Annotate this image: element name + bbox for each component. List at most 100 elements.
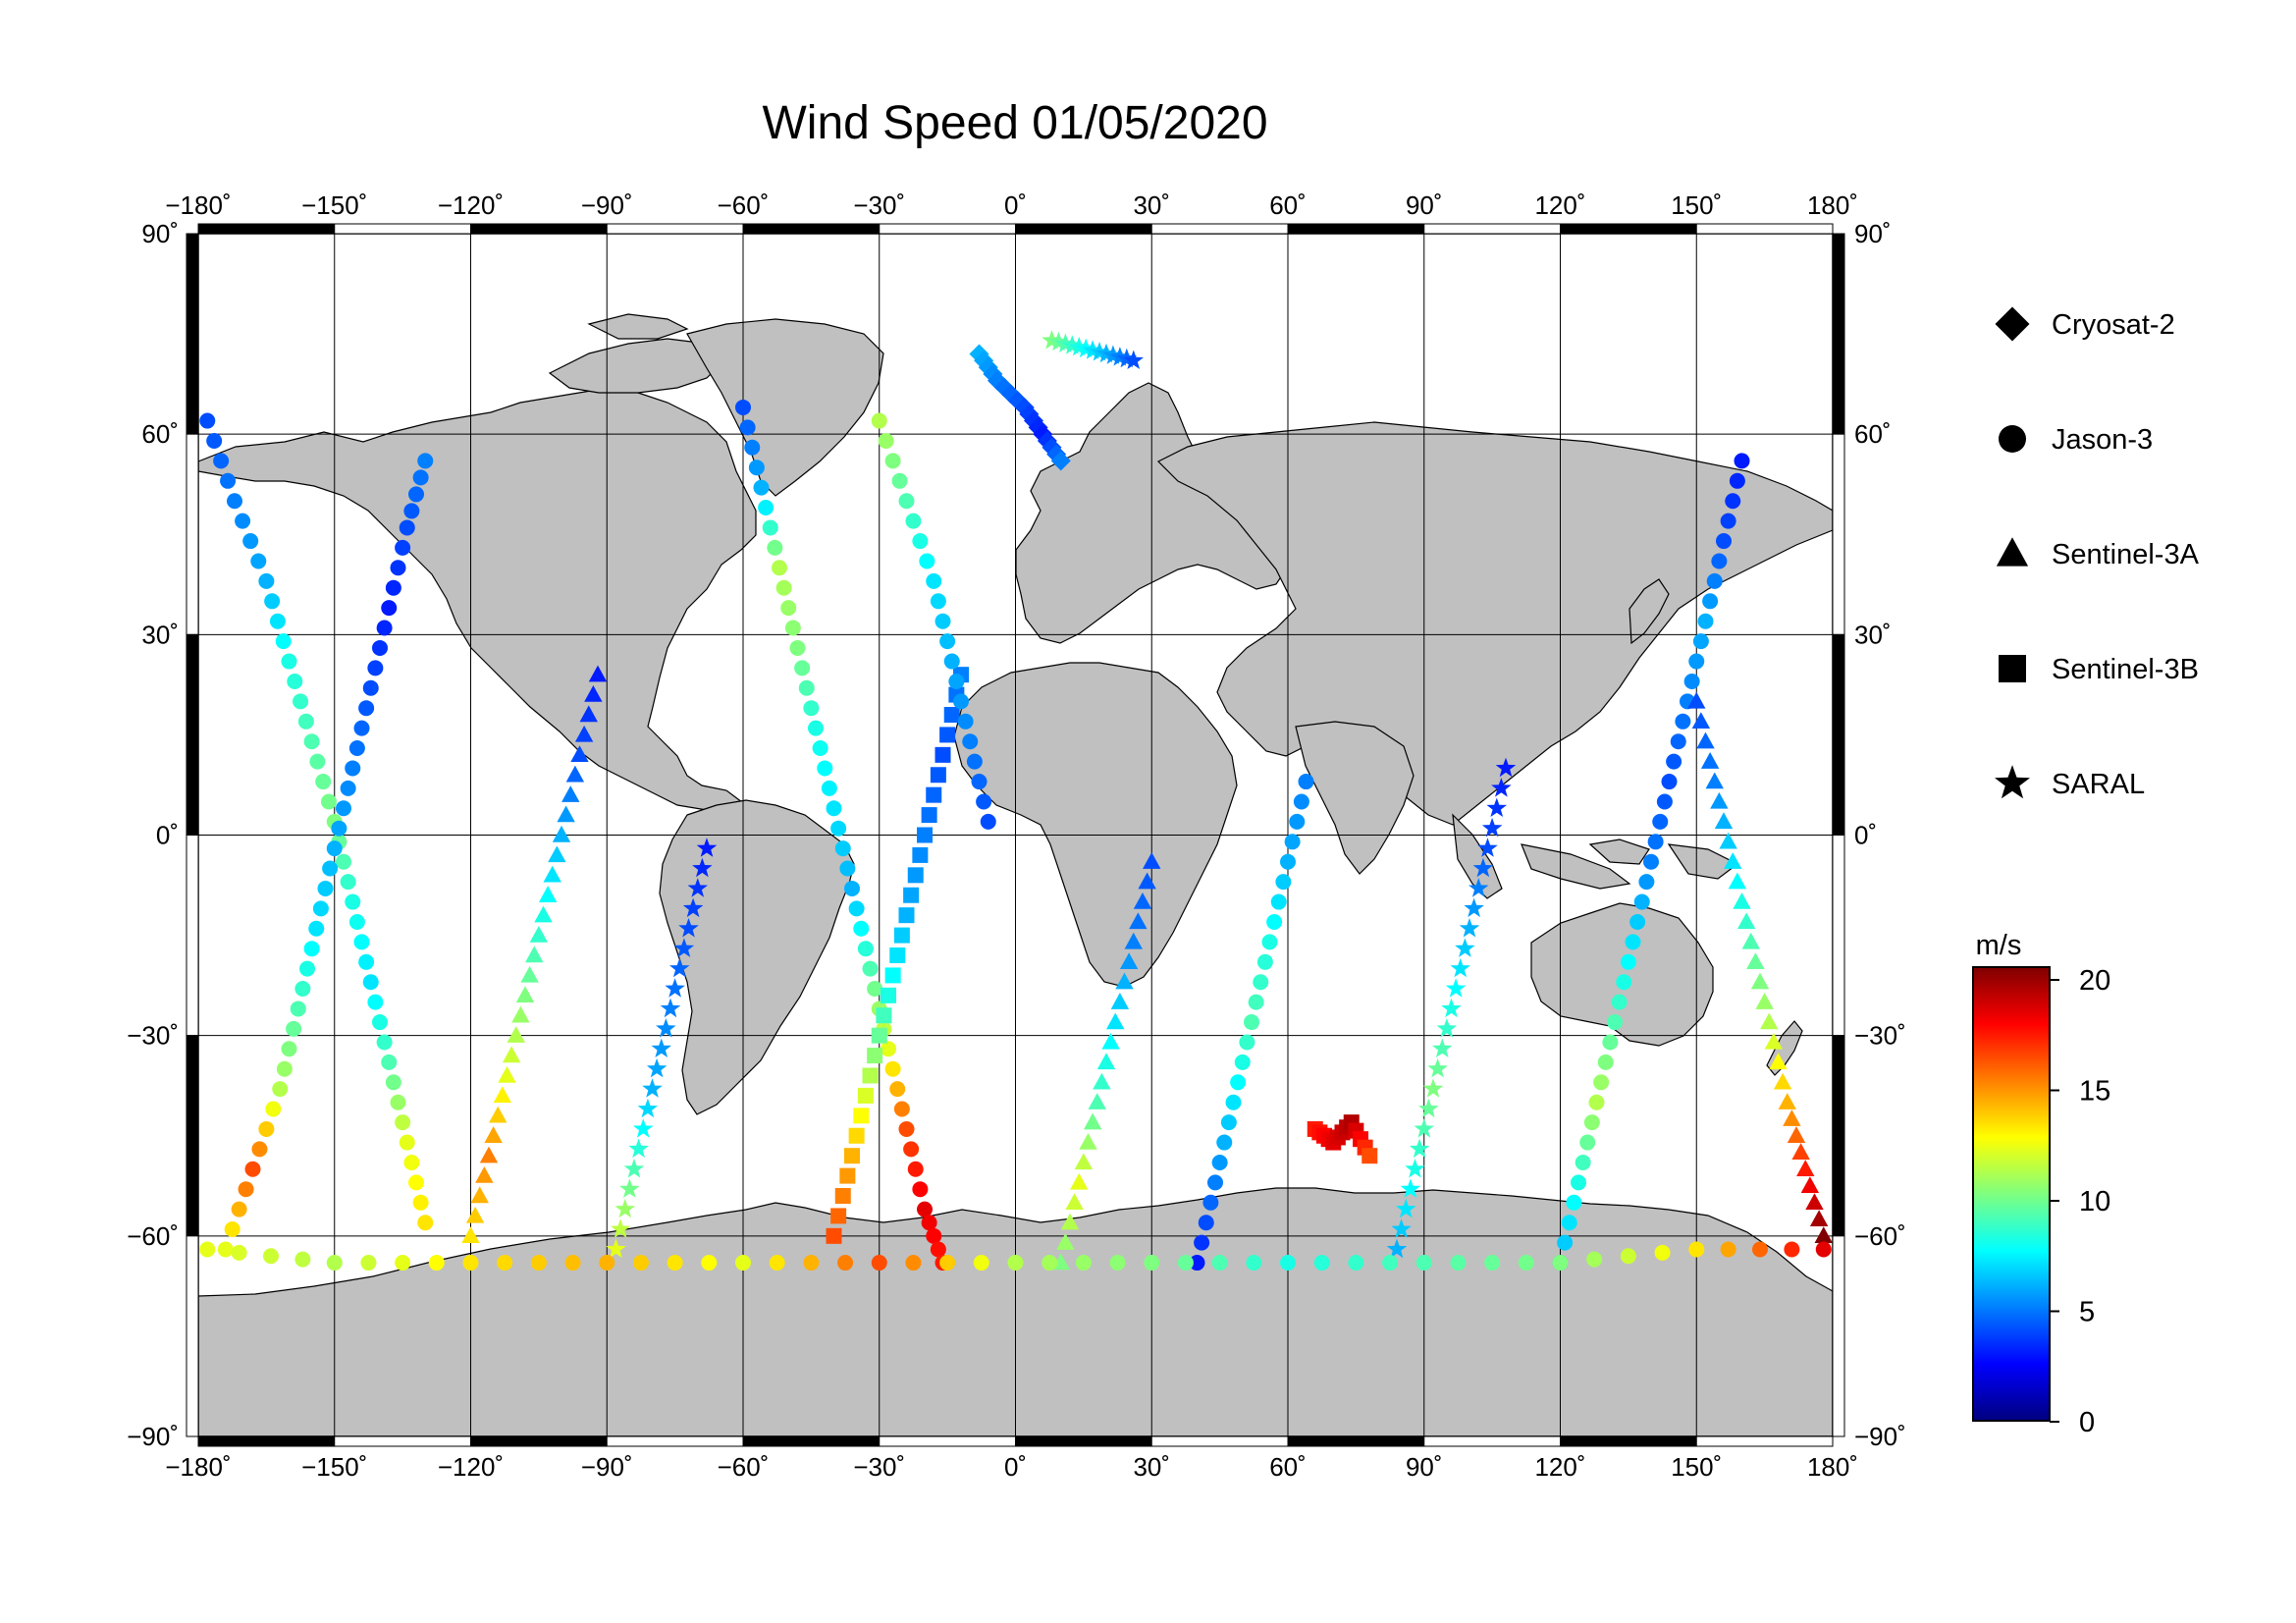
wind-point-star xyxy=(637,1098,659,1118)
wind-point-circle xyxy=(1298,774,1314,790)
wind-point-circle xyxy=(893,1101,910,1117)
wind-point-circle xyxy=(293,693,309,710)
lon-tick-label: 150˚ xyxy=(1671,190,1722,220)
wind-point-triangle xyxy=(520,965,539,983)
wind-point-circle xyxy=(1280,1255,1296,1271)
wind-point-circle xyxy=(1313,1255,1330,1271)
wind-point-circle xyxy=(1246,1255,1262,1271)
wind-point-circle xyxy=(348,913,365,930)
wind-point-circle xyxy=(242,533,259,550)
wind-point-triangle xyxy=(1079,1132,1097,1150)
wind-point-circle xyxy=(1007,1255,1024,1271)
wind-point-circle xyxy=(281,1041,297,1057)
frame-bar-segment xyxy=(186,835,199,1037)
wind-point-triangle xyxy=(574,725,594,742)
colorbar-unit-label: m/s xyxy=(1976,930,2022,961)
wind-point-triangle xyxy=(1096,1053,1116,1070)
wind-point-circle xyxy=(1597,1054,1614,1070)
frame-bar-segment xyxy=(1832,233,1845,435)
wind-point-circle xyxy=(403,503,420,519)
wind-point-circle xyxy=(1688,1241,1705,1258)
wind-point-circle xyxy=(206,432,223,449)
wind-point-circle xyxy=(1688,653,1705,670)
wind-point-square xyxy=(839,1167,856,1184)
africa-land xyxy=(953,662,1238,988)
wind-point-circle xyxy=(844,880,860,896)
wind-point-circle xyxy=(220,472,237,489)
wind-point-star xyxy=(614,1198,635,1218)
wind-point-triangle xyxy=(1741,932,1760,949)
satellite-legend: Cryosat-2 Jason-3 Sentinel-3A Sentinel-3B SA… xyxy=(1995,306,2200,800)
lon-tick-label: 150˚ xyxy=(1671,1452,1722,1482)
wind-point-circle xyxy=(701,1255,718,1271)
lat-tick-label: 0˚ xyxy=(1854,821,1877,850)
wind-point-square xyxy=(848,1127,865,1144)
wind-point-circle xyxy=(1647,834,1664,850)
wind-point-triangle xyxy=(498,1065,516,1083)
frame-bar-segment xyxy=(197,1435,336,1447)
wind-point-triangle xyxy=(1805,1193,1824,1211)
wind-point-circle xyxy=(826,800,842,817)
frame-bar-segment xyxy=(1832,633,1845,836)
wind-point-circle xyxy=(1566,1194,1582,1211)
lat-tick-label: 60˚ xyxy=(1854,419,1892,449)
wind-point-triangle xyxy=(489,1106,507,1123)
wind-point-circle xyxy=(839,860,856,877)
wind-point-triangle xyxy=(1115,972,1134,990)
wind-point-circle xyxy=(340,780,356,796)
lon-tick-label: 30˚ xyxy=(1133,1452,1170,1482)
wind-point-circle xyxy=(235,513,251,529)
wind-point-circle xyxy=(199,412,216,429)
wind-point-circle xyxy=(794,660,811,676)
wind-point-triangle xyxy=(1714,812,1734,830)
wind-point-triangle xyxy=(543,865,561,883)
wind-point-circle xyxy=(395,1114,411,1131)
wind-point-circle xyxy=(1706,572,1723,589)
wind-point-circle xyxy=(390,1094,406,1110)
wind-point-circle xyxy=(966,753,983,770)
wind-point-star xyxy=(1491,778,1512,797)
colorbar: m/s 20 15 10 5 0 xyxy=(1972,930,2110,1438)
graticule xyxy=(198,234,1833,1436)
wind-point-circle xyxy=(780,600,797,617)
star-legend-symbol xyxy=(1995,765,2030,799)
wind-point-circle xyxy=(1216,1134,1233,1151)
wind-point-circle xyxy=(953,693,969,710)
frame-bar-segment xyxy=(334,1435,471,1447)
wind-point-square xyxy=(881,987,896,1003)
wind-point-circle xyxy=(360,1255,377,1271)
wind-point-circle xyxy=(948,673,965,689)
wind-point-star xyxy=(646,1057,667,1078)
wind-point-circle xyxy=(1450,1255,1467,1271)
lon-tick-label: −90˚ xyxy=(581,190,633,220)
wind-point-triangle xyxy=(1070,1172,1089,1190)
wind-point-triangle xyxy=(529,925,549,943)
wind-point-circle xyxy=(775,579,792,596)
wind-point-circle xyxy=(353,934,370,950)
lon-tick-label: −180˚ xyxy=(165,190,231,220)
frame-bar-segment xyxy=(606,223,744,235)
wind-point-circle xyxy=(462,1255,479,1271)
wind-point-circle xyxy=(358,953,375,970)
wind-point-circle xyxy=(1211,1154,1228,1170)
wind-point-circle xyxy=(497,1255,513,1271)
wind-point-circle xyxy=(1643,853,1659,870)
wind-point-triangle xyxy=(515,986,535,1003)
wind-point-circle xyxy=(362,679,379,696)
wind-point-circle xyxy=(412,469,429,486)
wind-point-circle xyxy=(1720,1241,1736,1258)
legend-label: Cryosat-2 xyxy=(2052,309,2175,341)
wind-point-square xyxy=(876,1007,892,1024)
lon-tick-label: 90˚ xyxy=(1406,190,1443,220)
wind-point-circle xyxy=(1266,913,1283,930)
wind-point-star xyxy=(1445,978,1467,998)
wind-point-star xyxy=(628,1138,649,1159)
lat-tick-label: 90˚ xyxy=(141,219,179,248)
wind-point-triangle xyxy=(1750,972,1770,990)
wind-point-square xyxy=(943,707,960,723)
wind-point-circle xyxy=(1784,1241,1800,1258)
lat-tick-label: −30˚ xyxy=(127,1021,179,1051)
wind-point-square xyxy=(893,927,910,944)
wind-speed-points xyxy=(199,330,1833,1271)
